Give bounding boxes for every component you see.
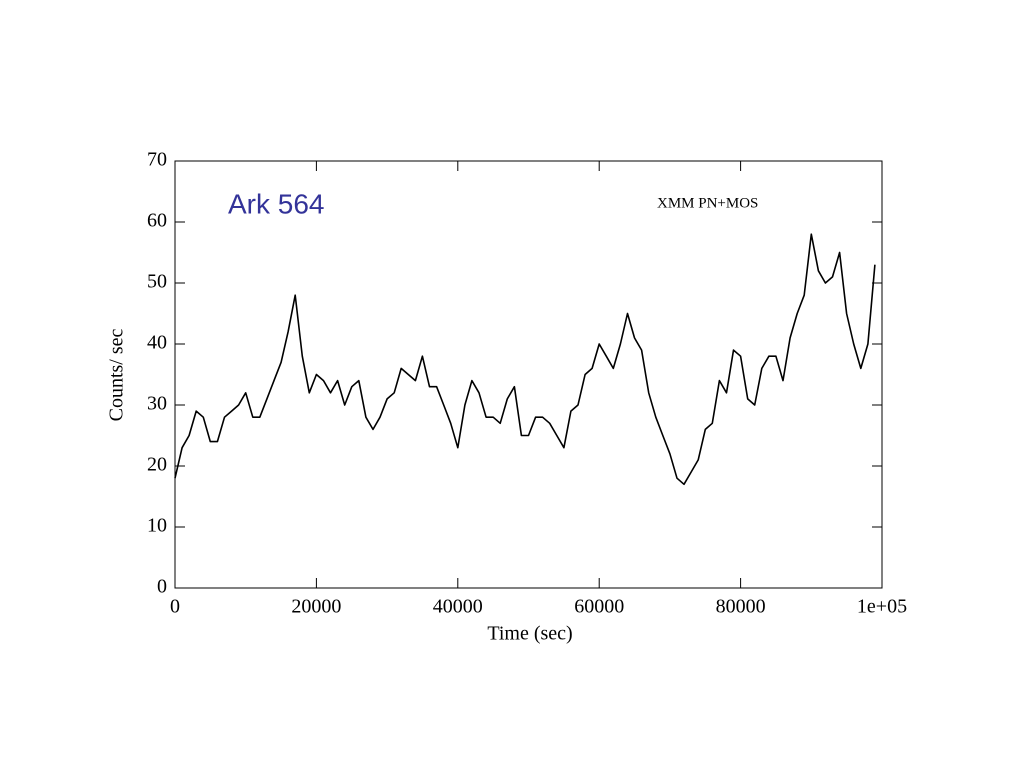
y-axis-label: Counts/ sec xyxy=(106,328,128,421)
y-tick-label: 70 xyxy=(147,149,167,171)
y-tick-label: 10 xyxy=(147,515,167,537)
x-axis-label: Time (sec) xyxy=(487,623,572,645)
x-tick-label: 1e+05 xyxy=(857,596,907,618)
data-line xyxy=(174,233,876,486)
x-tick-label: 40000 xyxy=(433,596,483,618)
y-tick-label: 20 xyxy=(147,454,167,476)
y-tick-label: 0 xyxy=(157,576,167,598)
annotation: Ark 564 xyxy=(228,188,325,219)
x-tick-label: 0 xyxy=(170,596,180,618)
plot-frame xyxy=(174,160,883,589)
x-tick-label: 20000 xyxy=(291,596,341,618)
y-tick-label: 40 xyxy=(147,332,167,354)
y-tick-label: 30 xyxy=(147,393,167,415)
annotation: XMM PN+MOS xyxy=(657,195,758,211)
y-tick-label: 50 xyxy=(147,271,167,293)
x-tick-label: 80000 xyxy=(716,596,766,618)
x-tick-label: 60000 xyxy=(574,596,624,618)
y-tick-label: 60 xyxy=(147,210,167,232)
